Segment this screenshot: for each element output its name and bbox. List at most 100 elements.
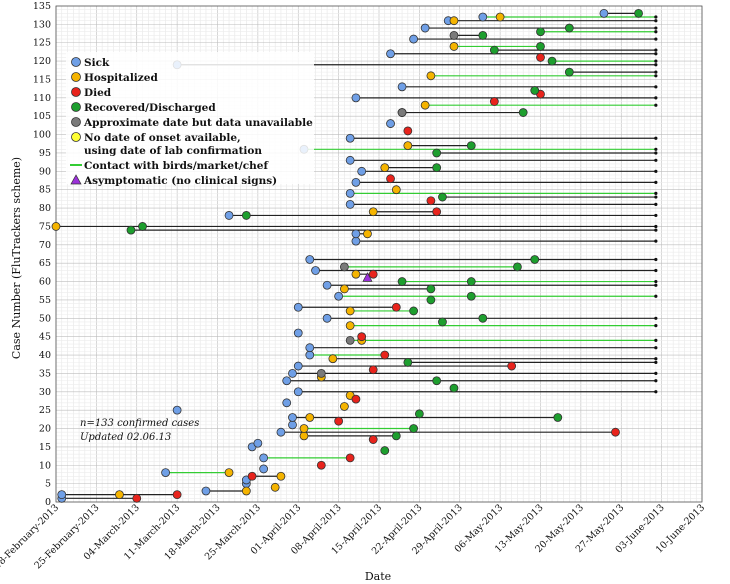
ongoing-endpoint [654, 169, 658, 173]
marker-recovered [432, 148, 442, 158]
y-tick-label: 65 [39, 258, 51, 269]
marker-recovered [530, 255, 540, 264]
marker-recovered [536, 42, 545, 51]
marker-recovered [426, 284, 436, 294]
ongoing-endpoint [654, 59, 658, 63]
ongoing-endpoint [654, 52, 658, 56]
marker-died [611, 427, 620, 437]
marker-recovered [547, 56, 557, 66]
ongoing-endpoint [654, 390, 658, 394]
marker-sick [305, 350, 315, 360]
marker-sick [293, 387, 303, 397]
marker-recovered [414, 409, 424, 419]
marker-sick [345, 133, 355, 143]
marker-died [247, 471, 257, 481]
y-tick-label: 0 [45, 497, 51, 508]
marker-hospitalized [299, 431, 309, 441]
marker-hospitalized [241, 486, 251, 496]
y-tick-label: 85 [39, 185, 51, 196]
marker-died [368, 435, 378, 444]
marker-died [132, 493, 142, 503]
marker-sick [345, 199, 355, 209]
marker-sick [351, 177, 361, 187]
ongoing-endpoint [654, 239, 658, 243]
marker-recovered [397, 277, 407, 286]
ongoing-endpoint [654, 191, 658, 195]
marker-sick [397, 82, 407, 92]
marker-sick [322, 313, 332, 323]
marker-approximate [449, 30, 459, 40]
marker-died [316, 460, 326, 470]
marker-sick [201, 486, 211, 496]
marker-died [357, 332, 367, 342]
marker-sick [351, 236, 361, 246]
ongoing-endpoint [654, 371, 658, 376]
ongoing-endpoint [654, 360, 658, 364]
marker-recovered [241, 211, 251, 220]
y-tick-label: 115 [33, 74, 51, 85]
marker-hospitalized [339, 402, 349, 411]
marker-sick [345, 155, 355, 165]
marker-hospitalized [345, 306, 355, 316]
marker-hospitalized [403, 141, 413, 151]
annotation-updated: Updated 02.06.13 [80, 432, 171, 443]
marker-sick [311, 266, 320, 275]
legend: Sick Hospitalized Died Recovered/Discharged… [66, 52, 314, 187]
marker-recovered [438, 192, 447, 202]
y-tick-label: 5 [45, 479, 51, 490]
marker-recovered [466, 291, 476, 301]
marker-sick [420, 23, 430, 33]
marker-sick [161, 468, 170, 478]
marker-sick [276, 427, 286, 437]
y-tick-label: 20 [39, 424, 51, 435]
marker-recovered [530, 86, 540, 95]
marker-recovered [403, 357, 413, 367]
marker-sick [351, 93, 361, 103]
y-tick-label: 95 [39, 148, 51, 159]
marker-sick [282, 376, 292, 386]
ongoing-endpoint [654, 279, 658, 284]
legend-marker-sick [71, 57, 81, 67]
marker-recovered [478, 313, 488, 323]
marker-sick [288, 420, 297, 430]
ongoing-endpoint [654, 202, 658, 206]
x-axis-title: Date [365, 570, 391, 583]
y-tick-label: 105 [33, 111, 51, 122]
marker-hospitalized [449, 42, 459, 51]
marker-died [507, 361, 517, 371]
ongoing-endpoint [654, 26, 658, 30]
y-axis-title: Case Number (FluTrackers scheme) [10, 157, 23, 359]
legend-label-asym: Asymptomatic (no clinical signs) [83, 175, 277, 187]
y-tick-label: 30 [39, 387, 51, 398]
marker-recovered [432, 163, 442, 173]
marker-hospitalized [270, 482, 280, 492]
ongoing-endpoint [654, 338, 658, 342]
marker-recovered [466, 141, 476, 151]
ongoing-endpoint [654, 63, 658, 67]
marker-asymptomatic [362, 272, 373, 282]
y-tick-label: 135 [33, 1, 51, 12]
marker-hospitalized [380, 163, 390, 173]
marker-sick [282, 398, 292, 408]
marker-died [432, 207, 442, 217]
ongoing-endpoint [654, 346, 658, 350]
marker-recovered [391, 431, 401, 441]
marker-hospitalized [115, 490, 124, 500]
marker-hospitalized [449, 16, 459, 26]
marker-sick [386, 49, 395, 59]
marker-sick [386, 119, 395, 128]
marker-sick [259, 453, 269, 463]
marker-recovered [138, 222, 147, 231]
marker-died [426, 196, 436, 206]
legend-label-nodate: No date of onset available, [84, 132, 241, 144]
ongoing-endpoint [654, 37, 658, 41]
marker-sick [345, 188, 355, 198]
marker-sick [357, 166, 367, 176]
marker-hospitalized [224, 468, 234, 478]
marker-sick [293, 361, 303, 371]
case-lines [56, 12, 658, 499]
marker-hospitalized [305, 413, 315, 422]
ongoing-endpoint [654, 324, 658, 328]
marker-recovered [513, 262, 522, 272]
